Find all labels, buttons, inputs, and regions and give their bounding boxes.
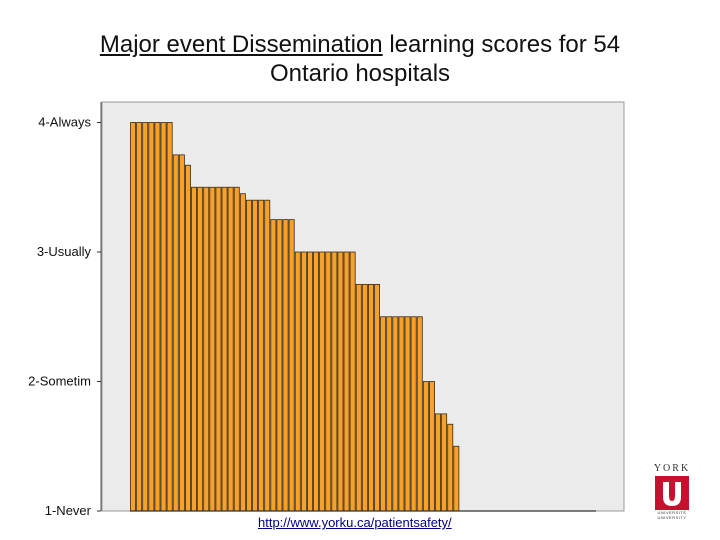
bar-43: [386, 316, 393, 512]
bar-44: [392, 316, 399, 512]
bar-20: [245, 199, 252, 512]
bar-37: [349, 251, 356, 512]
bar-32: [319, 251, 326, 512]
bar-22: [258, 199, 265, 512]
logo-university-text-1: UNIVERSITÉ: [657, 510, 687, 515]
logo-university-text-2: UNIVERSITY: [657, 515, 687, 520]
bar-52: [441, 413, 448, 512]
y-tick-label-3: 2-Sometim: [28, 374, 91, 389]
bar-47: [410, 316, 417, 512]
bar-14: [209, 186, 216, 512]
bar-10: [184, 164, 191, 512]
bar-36: [343, 251, 350, 512]
bar-13: [203, 186, 210, 512]
bar-38: [355, 283, 362, 512]
bar-21: [252, 199, 258, 512]
bar-45: [398, 316, 405, 512]
logo-york-text: YORK: [653, 463, 691, 474]
bar-49: [422, 381, 429, 512]
bar-54: [453, 445, 460, 512]
bar-42: [380, 316, 387, 512]
bar-34: [331, 251, 338, 512]
bar-8: [172, 154, 179, 512]
bar-26: [282, 219, 289, 512]
bar-16: [221, 186, 228, 512]
bar-40: [367, 283, 374, 512]
bar-1: [130, 122, 136, 512]
bar-30: [306, 251, 313, 512]
bar-6: [160, 122, 167, 512]
bar-15: [215, 186, 222, 512]
bar-5: [154, 122, 161, 512]
bar-12: [197, 186, 204, 512]
bar-18: [233, 186, 240, 512]
york-u-emblem: [655, 476, 689, 510]
y-tick-label-2: 3-Usually: [37, 244, 92, 259]
bar-50: [428, 381, 435, 512]
bar-51: [435, 413, 441, 512]
bar-27: [288, 219, 295, 512]
bar-53: [447, 423, 454, 512]
bar-7: [166, 122, 173, 512]
bar-39: [361, 283, 368, 512]
bar-48: [416, 316, 423, 512]
bar-11: [191, 186, 197, 512]
bar-23: [264, 199, 271, 512]
bar-28: [294, 251, 301, 512]
bar-29: [300, 251, 307, 512]
y-tick-label-4: 1-Never: [45, 503, 92, 518]
bar-33: [325, 251, 332, 512]
bar-3: [142, 122, 149, 512]
bar-46: [404, 316, 411, 512]
y-tick-label-1: 4-Always: [38, 115, 91, 130]
bar-2: [136, 122, 143, 512]
bar-31: [313, 251, 319, 512]
bar-35: [337, 251, 344, 512]
chart-title-rest: learning scores for 54: [382, 31, 621, 58]
chart-title: Major event Dissemination learning score…: [0, 30, 720, 88]
york-university-logo: YORK UNIVERSITÉ UNIVERSITY: [650, 463, 694, 523]
chart-title-underlined: Major event Dissemination: [99, 31, 383, 58]
chart-title-line2: Ontario hospitals: [269, 60, 451, 87]
bar-9: [178, 154, 185, 512]
bar-17: [227, 186, 234, 512]
bar-19: [239, 193, 246, 512]
footer-url-link[interactable]: http://www.yorku.ca/patientsafety/: [258, 515, 452, 530]
bar-25: [276, 219, 283, 512]
bar-4: [148, 122, 155, 512]
bar-24: [270, 219, 277, 512]
bar-41: [374, 283, 380, 512]
